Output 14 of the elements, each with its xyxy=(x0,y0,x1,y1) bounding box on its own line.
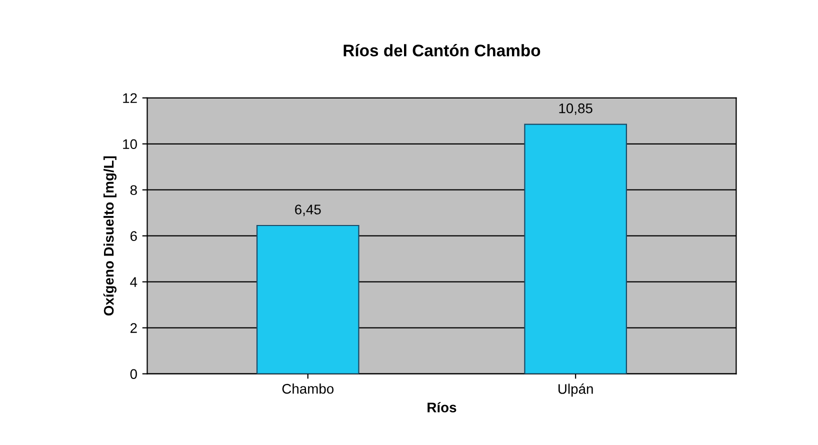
y-axis-title: Oxígeno Disuelto [mg/L] xyxy=(103,156,117,316)
data-label: 10,85 xyxy=(559,103,592,115)
y-tick-label: 2 xyxy=(130,323,137,333)
data-label: 6,45 xyxy=(295,204,321,216)
y-tick-label: 10 xyxy=(123,139,137,150)
y-tick-label: 0 xyxy=(130,369,137,379)
y-tick-label: 6 xyxy=(130,231,137,242)
x-axis-title: Ríos xyxy=(428,402,456,412)
x-tick-label: Chambo xyxy=(282,384,334,394)
chart-title: Ríos del Cantón Chambo xyxy=(344,44,540,56)
x-tick-label: Ulpán xyxy=(558,384,593,397)
y-tick-label: 4 xyxy=(130,277,138,287)
y-tick-label: 8 xyxy=(130,185,137,196)
y-tick-label: 12 xyxy=(123,93,137,103)
